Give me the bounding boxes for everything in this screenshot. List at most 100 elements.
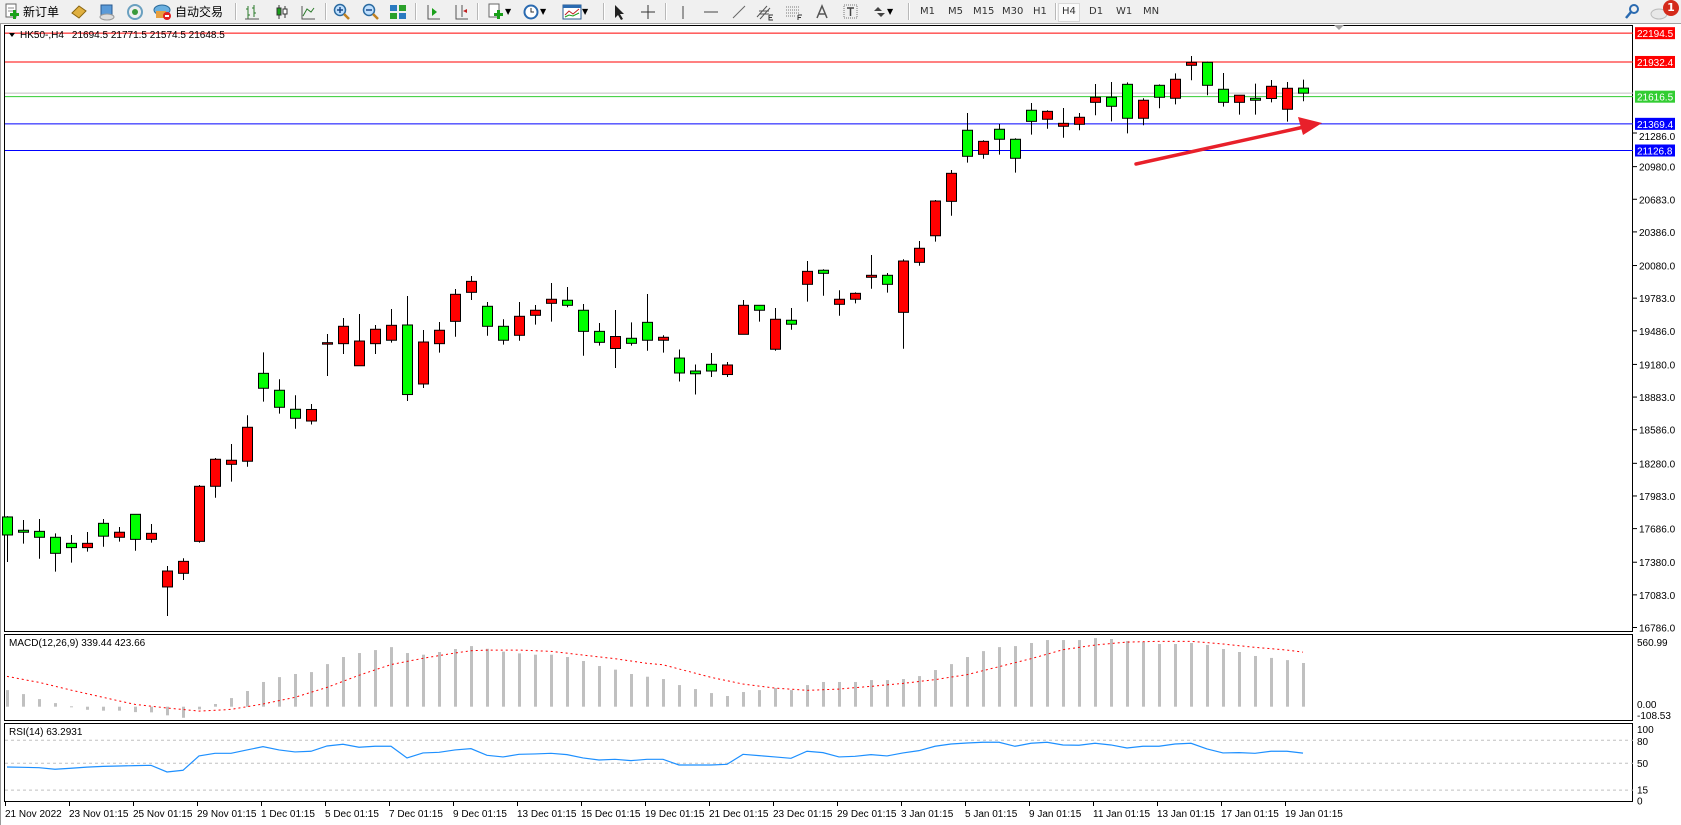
horizontal-line-icon <box>704 11 718 12</box>
chart-menu-triangle-icon[interactable] <box>9 33 15 37</box>
toolbar-separator <box>325 3 327 20</box>
candle <box>770 308 781 351</box>
candle <box>898 259 909 349</box>
candle <box>690 364 701 395</box>
auto-scroll-button[interactable] <box>425 2 441 21</box>
macd-histogram-bar <box>662 679 665 707</box>
text-label-tool[interactable] <box>843 2 859 21</box>
timeframe-m15[interactable]: M15 <box>973 6 995 17</box>
data-window-button[interactable] <box>98 2 116 21</box>
candle <box>1266 80 1277 103</box>
macd-histogram-bar <box>726 696 729 707</box>
macd-histogram-bar <box>438 652 441 707</box>
price-line-tag <box>1635 144 1675 157</box>
price-line-label: 21932.4 <box>1637 58 1674 69</box>
timeframe-mn[interactable]: MN <box>1143 6 1160 17</box>
new-chart-icon <box>488 3 503 19</box>
candle <box>210 457 221 498</box>
macd-histogram-bar <box>1046 640 1049 707</box>
price-line-tag <box>1635 27 1675 40</box>
candlestick-icon <box>276 4 288 19</box>
macd-histogram-bar <box>278 677 281 707</box>
zoom-in-button[interactable] <box>333 2 351 21</box>
line-chart-button[interactable] <box>300 2 316 21</box>
chart-shift-button[interactable] <box>453 2 469 21</box>
candle <box>482 302 493 336</box>
timeframe-w1[interactable]: W1 <box>1116 6 1133 17</box>
candle-body <box>1138 99 1149 119</box>
time-axis-label: 3 Jan 01:15 <box>901 809 954 820</box>
candle <box>658 335 669 353</box>
notification-badge: 1 <box>1663 0 1679 16</box>
price-line-tag <box>1635 117 1675 130</box>
timeframe-d1[interactable]: D1 <box>1089 6 1104 17</box>
periodicity-button[interactable]: ▼ <box>522 2 546 21</box>
timeframe-m30[interactable]: M30 <box>1002 6 1024 17</box>
search-icon <box>1625 3 1639 19</box>
cursor-tool[interactable] <box>612 2 626 21</box>
chart-shift-marker[interactable] <box>1334 25 1344 30</box>
chevron-down-icon[interactable]: ▼ <box>582 7 589 16</box>
price-axis-label: 18280.0 <box>1639 459 1676 470</box>
candle-body <box>978 140 989 155</box>
candle-body <box>898 260 909 313</box>
candle-body <box>66 542 77 549</box>
candlestick-button[interactable] <box>274 2 290 21</box>
candle-body <box>866 274 877 278</box>
candle-body <box>770 318 781 350</box>
vertical-line-tool[interactable] <box>678 2 688 21</box>
line-chart-icon <box>301 5 315 19</box>
search-button[interactable] <box>1624 2 1640 21</box>
macd-histogram-bar <box>758 690 761 707</box>
red-arrow-annotation[interactable] <box>1134 117 1322 166</box>
chevron-down-icon[interactable]: ▼ <box>540 7 547 16</box>
crosshair-tool[interactable] <box>640 2 656 21</box>
candle <box>1170 73 1181 105</box>
rsi-label: RSI(14) 63.2931 <box>9 727 83 738</box>
timeframe-h4[interactable]: H4 <box>1058 3 1080 22</box>
candle-body <box>130 513 141 540</box>
macd-histogram-bar <box>1238 652 1241 707</box>
candle-body <box>258 372 269 389</box>
candle <box>610 310 621 369</box>
new-chart-button[interactable]: ▼ <box>487 2 511 21</box>
chevron-down-icon[interactable]: ▼ <box>887 7 894 16</box>
signals-button[interactable] <box>126 2 144 21</box>
equidistant-channel-tool[interactable] <box>756 2 774 21</box>
candle <box>1218 73 1229 107</box>
text-tool[interactable] <box>815 2 829 21</box>
candle <box>242 415 253 467</box>
bar-chart-button[interactable] <box>244 2 260 21</box>
toolbar-separator <box>415 3 417 20</box>
macd-histogram-bar <box>1030 642 1033 707</box>
candle <box>226 443 237 482</box>
price-line-tag <box>1635 55 1675 68</box>
macd-histogram-bar <box>534 654 537 707</box>
tile-windows-button[interactable] <box>389 2 407 21</box>
trendline-tool[interactable] <box>731 2 747 21</box>
new-order-button[interactable]: 新订单 <box>3 2 59 21</box>
toolbar-separator <box>235 3 237 20</box>
candle-body <box>498 325 509 341</box>
fibonacci-tool[interactable] <box>785 2 803 21</box>
horizontal-line-tool[interactable] <box>703 2 719 21</box>
candle <box>594 323 605 346</box>
candle-body <box>306 408 317 422</box>
timeframe-m1[interactable]: M1 <box>920 6 935 17</box>
indicators-button[interactable]: ▼ <box>562 2 588 21</box>
candle-body <box>354 340 365 367</box>
timeframe-m5[interactable]: M5 <box>948 6 963 17</box>
candle-body <box>1266 85 1277 99</box>
market-watch-button[interactable] <box>70 2 88 21</box>
zoom-out-button[interactable] <box>362 2 380 21</box>
timeframe-h1[interactable]: H1 <box>1033 6 1047 17</box>
candle-body <box>946 172 957 202</box>
macd-histogram-bar <box>70 706 73 708</box>
time-axis-label: 11 Jan 01:15 <box>1093 809 1151 820</box>
candle-body <box>1106 96 1117 107</box>
chevron-down-icon[interactable]: ▼ <box>505 7 512 16</box>
arrows-tool[interactable]: ▼ <box>871 2 893 21</box>
candle <box>1138 98 1149 126</box>
auto-trading-button[interactable]: 自动交易 <box>153 2 223 21</box>
chart-window[interactable]: 22194.5 21932.4 21616.5 21369.4 21126.8 21286… <box>0 24 1681 825</box>
